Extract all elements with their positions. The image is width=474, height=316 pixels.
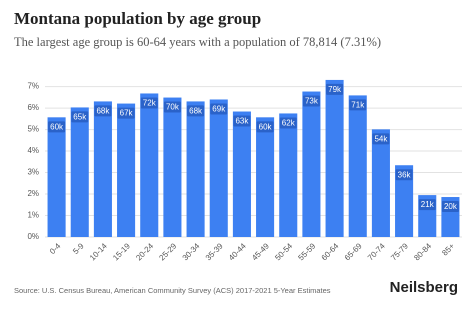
x-tick-label: 85+ bbox=[440, 241, 456, 257]
value-label-box bbox=[441, 201, 459, 213]
value-label: 67k bbox=[120, 109, 134, 118]
value-label: 69k bbox=[212, 105, 226, 114]
value-label-box bbox=[210, 103, 228, 115]
value-label: 54k bbox=[374, 134, 388, 143]
bar bbox=[256, 117, 275, 237]
bar bbox=[325, 79, 344, 238]
value-label-box bbox=[395, 169, 413, 181]
value-label-box bbox=[279, 117, 297, 129]
x-tick-label: 40-44 bbox=[227, 241, 248, 262]
y-tick-label: 1% bbox=[27, 211, 39, 220]
value-label-box bbox=[94, 105, 112, 117]
chart-title: Montana population by age group bbox=[14, 9, 261, 28]
value-label: 60k bbox=[50, 122, 64, 131]
bar bbox=[209, 99, 228, 238]
bar bbox=[371, 129, 390, 237]
value-label: 72k bbox=[143, 99, 157, 108]
value-label: 79k bbox=[328, 85, 342, 94]
bar bbox=[279, 113, 298, 237]
x-tick-label: 70-74 bbox=[366, 241, 387, 262]
x-tick-label: 15-19 bbox=[111, 241, 132, 262]
x-tick-label: 55-59 bbox=[296, 241, 317, 262]
value-label-box bbox=[233, 115, 251, 127]
bar bbox=[348, 95, 367, 237]
bar bbox=[163, 97, 182, 237]
y-tick-label: 0% bbox=[27, 232, 39, 241]
chart-subtitle: The largest age group is 60-64 years wit… bbox=[14, 35, 381, 49]
value-label: 60k bbox=[259, 122, 273, 131]
bar bbox=[70, 107, 89, 237]
y-tick-label: 6% bbox=[27, 103, 39, 112]
x-tick-label: 0-4 bbox=[48, 241, 63, 256]
y-tick-label: 3% bbox=[27, 168, 39, 177]
bar bbox=[47, 117, 66, 237]
x-tick-label: 60-64 bbox=[320, 241, 341, 262]
x-tick-label: 5-9 bbox=[71, 241, 86, 256]
value-label: 73k bbox=[305, 97, 319, 106]
y-tick-label: 7% bbox=[27, 82, 39, 91]
x-tick-label: 75-79 bbox=[389, 241, 410, 262]
x-tick-label: 50-54 bbox=[273, 241, 294, 262]
value-label: 71k bbox=[351, 101, 365, 110]
y-tick-label: 2% bbox=[27, 189, 39, 198]
value-label: 63k bbox=[235, 117, 249, 126]
x-tick-label: 10-14 bbox=[88, 241, 109, 262]
value-label: 21k bbox=[421, 200, 435, 209]
bar bbox=[140, 93, 159, 237]
value-label: 36k bbox=[398, 170, 412, 179]
bar bbox=[395, 165, 414, 237]
value-label: 68k bbox=[96, 107, 110, 116]
value-label-box bbox=[163, 101, 181, 113]
bar bbox=[302, 91, 321, 237]
value-label: 70k bbox=[166, 103, 180, 112]
value-label-box bbox=[140, 97, 158, 109]
x-tick-label: 25-29 bbox=[157, 241, 178, 262]
value-label-box bbox=[326, 83, 344, 95]
value-label-box bbox=[372, 133, 390, 145]
value-label-box bbox=[256, 121, 274, 133]
value-label: 68k bbox=[189, 107, 203, 116]
y-tick-label: 5% bbox=[27, 125, 39, 134]
x-tick-label: 20-24 bbox=[134, 241, 155, 262]
x-tick-label: 65-69 bbox=[343, 241, 364, 262]
value-label-box bbox=[418, 199, 436, 211]
bar bbox=[117, 103, 136, 238]
value-label-box bbox=[187, 105, 205, 117]
value-label: 20k bbox=[444, 202, 458, 211]
value-label-box bbox=[48, 121, 66, 133]
x-tick-label: 35-39 bbox=[204, 241, 225, 262]
value-label: 62k bbox=[282, 119, 296, 128]
value-label-box bbox=[71, 111, 89, 123]
x-tick-label: 30-34 bbox=[181, 241, 202, 262]
bar bbox=[232, 111, 251, 237]
source: Source: U.S. Census Bureau, American Com… bbox=[14, 286, 331, 295]
value-label-box bbox=[349, 99, 367, 111]
x-tick-label: 80-84 bbox=[412, 241, 433, 262]
value-label: 65k bbox=[73, 113, 87, 122]
bar bbox=[93, 101, 112, 237]
value-label-box bbox=[117, 107, 135, 119]
y-tick-label: 4% bbox=[27, 146, 39, 155]
value-label-box bbox=[302, 95, 320, 107]
bar bbox=[186, 101, 205, 237]
brand: Neilsberg bbox=[390, 279, 458, 296]
x-tick-label: 45-49 bbox=[250, 241, 271, 262]
